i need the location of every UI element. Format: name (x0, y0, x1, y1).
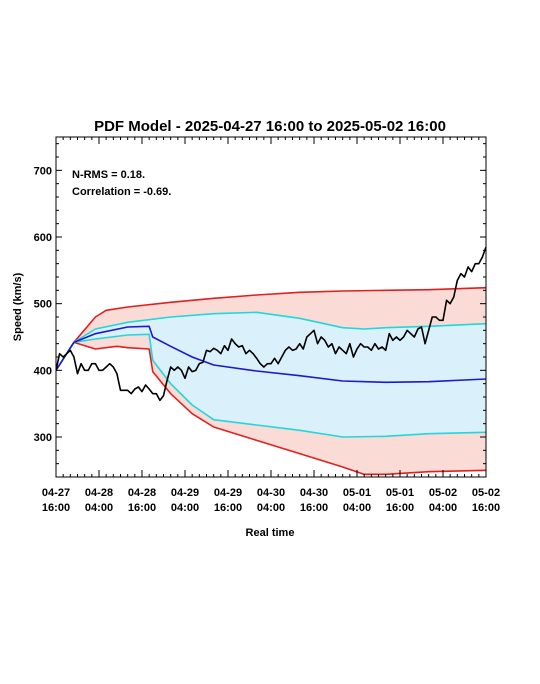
x-tick-label-date: 04-28 (128, 487, 156, 499)
x-tick-label-date: 05-01 (343, 487, 371, 499)
observed-line (56, 246, 486, 402)
x-axis-label: Real time (246, 527, 295, 539)
annotation-nrms: N-RMS = 0.18. (72, 169, 145, 181)
x-tick-label-date: 05-01 (386, 487, 414, 499)
x-tick-label-time: 04:00 (171, 502, 199, 514)
y-axis-label: Speed (km/s) (12, 272, 24, 341)
x-tick-label-time: 04:00 (85, 502, 113, 514)
x-tick-label-date: 04-29 (214, 487, 242, 499)
model-line (56, 325, 486, 384)
x-tick-label-time: 16:00 (300, 502, 328, 514)
y-tick-label: 700 (34, 165, 52, 177)
x-tick-label-time: 04:00 (257, 502, 285, 514)
axis-ticks: 300 400 500 600 700 04-27 16:00 04-28 04:00 04-28… (34, 137, 500, 514)
x-tick-label-time: 04:00 (429, 502, 457, 514)
x-tick-label-time: 16:00 (214, 502, 242, 514)
y-tick-label: 300 (34, 432, 52, 444)
y-tick-label: 400 (34, 365, 52, 377)
inner-band-fill (56, 312, 486, 437)
x-tick-label-date: 04-29 (171, 487, 199, 499)
x-tick-label-time: 16:00 (128, 502, 156, 514)
x-tick-label-date: 04-28 (85, 487, 113, 499)
x-tick-label-time: 16:00 (386, 502, 414, 514)
inner-band-upper-line (56, 311, 486, 371)
x-tick-label-date: 05-02 (472, 487, 500, 499)
plot-area (56, 246, 486, 476)
inner-band-lower-line (56, 333, 486, 438)
x-tick-label-date: 04-30 (257, 487, 285, 499)
x-tick-label-time: 16:00 (42, 502, 70, 514)
x-tick-label-time: 16:00 (472, 502, 500, 514)
annotation-correlation: Correlation = -0.69. (72, 186, 171, 198)
x-tick-label-date: 04-30 (300, 487, 328, 499)
y-tick-label: 500 (34, 299, 52, 311)
x-tick-label-time: 04:00 (343, 502, 371, 514)
chart-title: PDF Model - 2025-04-27 16:00 to 2025-05-… (94, 118, 446, 135)
x-tick-label-date: 05-02 (429, 487, 457, 499)
y-tick-label: 600 (34, 232, 52, 244)
x-tick-label-date: 04-27 (42, 487, 70, 499)
outer-band-upper-line (56, 286, 486, 371)
